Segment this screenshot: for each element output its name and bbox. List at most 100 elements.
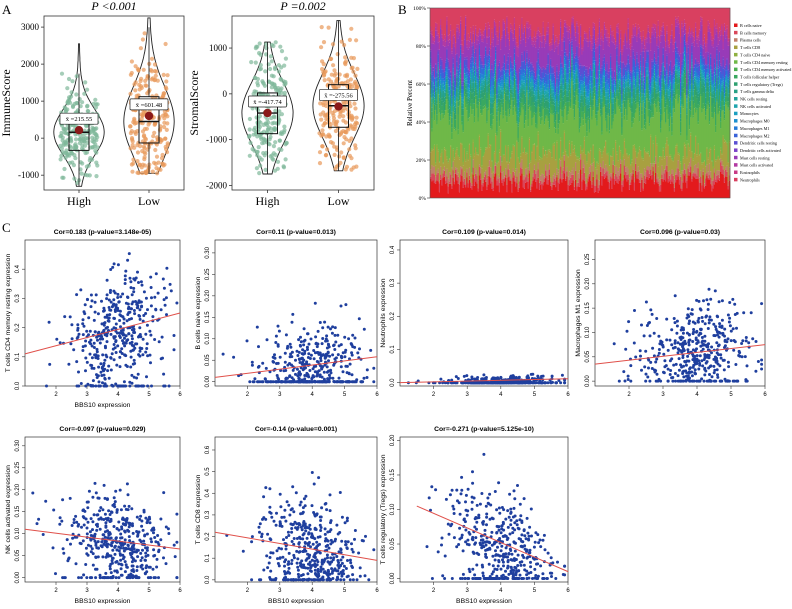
y-tick-label: -1000 bbox=[18, 170, 39, 180]
y-tick-label: -2000 bbox=[206, 180, 227, 190]
violin-point bbox=[62, 127, 66, 131]
violin-point bbox=[284, 141, 288, 145]
violin-point bbox=[320, 128, 324, 132]
violin-point bbox=[276, 167, 280, 171]
violin-point bbox=[347, 147, 351, 151]
violin-point bbox=[83, 173, 87, 177]
violin-point bbox=[150, 57, 154, 61]
violin-point bbox=[259, 63, 263, 67]
violin-point bbox=[349, 156, 353, 160]
violin-point bbox=[131, 158, 135, 162]
violin-point bbox=[333, 153, 337, 157]
mean-point-1 bbox=[334, 102, 342, 110]
violin-point bbox=[61, 176, 65, 180]
violin-point bbox=[353, 106, 357, 110]
violin-point bbox=[319, 45, 323, 49]
violin-point bbox=[272, 115, 276, 119]
violin-point bbox=[70, 151, 74, 155]
violin-point bbox=[131, 143, 135, 147]
violin-point bbox=[337, 154, 341, 158]
violin-point bbox=[162, 73, 166, 77]
violin-point bbox=[259, 137, 263, 141]
violin-point bbox=[256, 108, 260, 112]
violin-point bbox=[284, 57, 288, 61]
violin-point bbox=[349, 27, 353, 31]
mean-label-0: x̄ =-417.74 bbox=[253, 99, 282, 106]
violin-point bbox=[342, 141, 346, 145]
violin-point bbox=[268, 137, 272, 141]
violin-point bbox=[154, 70, 158, 74]
violin-point bbox=[331, 63, 335, 67]
violin-point bbox=[88, 173, 92, 177]
violin-point bbox=[152, 161, 156, 165]
violin-point bbox=[276, 88, 280, 92]
violin-point bbox=[160, 156, 164, 160]
violin-point bbox=[273, 126, 277, 130]
violin-point bbox=[93, 137, 97, 141]
violin-point bbox=[333, 167, 337, 171]
violin-point bbox=[162, 163, 166, 167]
violin-point bbox=[65, 86, 69, 90]
violin-point bbox=[277, 69, 281, 73]
violin-point bbox=[271, 158, 275, 162]
violin-point bbox=[72, 163, 76, 167]
violin-point bbox=[136, 150, 140, 154]
violin-point bbox=[88, 156, 92, 160]
violin-point bbox=[142, 68, 146, 72]
violin-point bbox=[327, 77, 331, 81]
violin-point bbox=[156, 79, 160, 83]
violin-point bbox=[349, 77, 353, 81]
violin-point bbox=[323, 78, 327, 82]
violin-point bbox=[277, 147, 281, 151]
violin-point bbox=[279, 130, 283, 134]
x-tick-label-0: High bbox=[256, 194, 280, 208]
y-tick-label: 2000 bbox=[21, 59, 40, 69]
violin-point bbox=[132, 118, 136, 122]
violin-point bbox=[85, 88, 89, 92]
violin-point bbox=[264, 46, 268, 50]
violin-point bbox=[142, 150, 146, 154]
violin-point bbox=[134, 64, 138, 68]
violin-point bbox=[155, 155, 159, 159]
violin-point bbox=[134, 80, 138, 84]
violin-point bbox=[151, 76, 155, 80]
violin-point bbox=[265, 117, 269, 121]
mean-label-1: x̄ =601.48 bbox=[136, 102, 162, 109]
violin-point bbox=[153, 148, 157, 152]
mean-label-0: x̄ =215.55 bbox=[66, 116, 92, 123]
violin-point bbox=[329, 140, 333, 144]
violin-point bbox=[353, 143, 357, 147]
violin-point bbox=[258, 164, 262, 168]
violin-point bbox=[93, 98, 97, 102]
violin-point bbox=[282, 165, 286, 169]
violin-point bbox=[67, 77, 71, 81]
violin-point bbox=[257, 145, 261, 149]
panel-label-b: B bbox=[398, 2, 407, 17]
violin-point bbox=[340, 40, 344, 44]
violin-point bbox=[164, 79, 168, 83]
violin-point bbox=[141, 37, 145, 41]
violin-point bbox=[336, 52, 340, 56]
violin-point bbox=[252, 149, 256, 153]
violin-point bbox=[275, 121, 279, 125]
violin-point bbox=[351, 115, 355, 119]
violin-point bbox=[345, 165, 349, 169]
violin-point bbox=[249, 60, 253, 64]
violin-point bbox=[272, 144, 276, 148]
violin-point bbox=[59, 157, 63, 161]
violin-point bbox=[347, 139, 351, 143]
violin-point bbox=[130, 129, 134, 133]
violin-point bbox=[70, 79, 74, 83]
violin-point bbox=[158, 168, 162, 172]
violin-point bbox=[143, 163, 147, 167]
violin-point bbox=[344, 59, 348, 63]
violin-point bbox=[73, 102, 77, 106]
violin-point bbox=[258, 114, 262, 118]
violin-point bbox=[341, 119, 345, 123]
violin-point bbox=[318, 150, 322, 154]
violin-point bbox=[352, 102, 356, 106]
violin-point bbox=[280, 49, 284, 53]
violin-point bbox=[164, 42, 168, 46]
violin-point bbox=[68, 144, 72, 148]
violin-point bbox=[269, 54, 273, 58]
